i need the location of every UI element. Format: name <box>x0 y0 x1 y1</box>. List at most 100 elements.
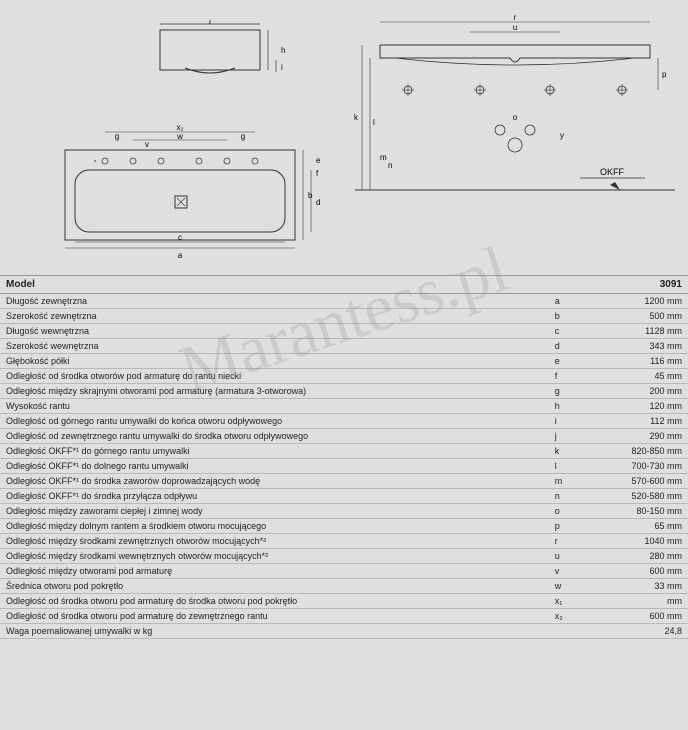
spec-code: n <box>549 489 579 504</box>
svg-text:u: u <box>513 23 517 32</box>
spec-label: Odległość między środkami wewnętrznych o… <box>0 549 549 564</box>
spec-label: Odległość między dolnym rantem a środkie… <box>0 519 549 534</box>
spec-code: i <box>549 414 579 429</box>
spec-code <box>549 624 579 639</box>
svg-text:g: g <box>115 132 119 141</box>
spec-value: 570-600 mm <box>579 474 688 489</box>
spec-code: d <box>549 339 579 354</box>
spec-code: h <box>549 399 579 414</box>
drawing-wall-view: r u o y k l m n p OKFF <box>340 10 680 260</box>
spec-value: 290 mm <box>579 429 688 444</box>
spec-label: Szerokość wewnętrzna <box>0 339 549 354</box>
spec-code: x₁ <box>549 594 579 609</box>
spec-label: Odległość OKFF*¹ do dolnego rantu umywal… <box>0 459 549 474</box>
table-header-code <box>549 276 579 294</box>
spec-code: a <box>549 294 579 309</box>
svg-text:j: j <box>208 20 211 24</box>
spec-value: 112 mm <box>579 414 688 429</box>
spec-code: o <box>549 504 579 519</box>
svg-text:n: n <box>388 161 392 170</box>
table-row: Odległość od środka otworu pod armaturę … <box>0 609 688 624</box>
svg-text:d: d <box>316 198 320 207</box>
spec-code: r <box>549 534 579 549</box>
spec-label: Średnica otworu pod pokrętło <box>0 579 549 594</box>
spec-value: 600 mm <box>579 609 688 624</box>
spec-value: 45 mm <box>579 369 688 384</box>
spec-label: Długość zewnętrzna <box>0 294 549 309</box>
spec-code: c <box>549 324 579 339</box>
svg-text:b: b <box>308 191 313 200</box>
spec-label: Odległość od środka otworu pod armaturę … <box>0 609 549 624</box>
spec-value: 343 mm <box>579 339 688 354</box>
spec-value: 500 mm <box>579 309 688 324</box>
drawing-plan-view: x₂ g w g v b d e f a c <box>55 120 325 260</box>
table-row: Odległość OKFF*¹ do dolnego rantu umywal… <box>0 459 688 474</box>
table-row: Odległość od zewnętrznego rantu umywalki… <box>0 429 688 444</box>
spec-label: Odległość od środka otworów pod armaturę… <box>0 369 549 384</box>
svg-text:k: k <box>354 113 359 122</box>
svg-text:g: g <box>241 132 245 141</box>
spec-table: Model 3091 Długość zewnętrznaa1200 mmSze… <box>0 275 688 639</box>
spec-value: 700-730 mm <box>579 459 688 474</box>
spec-label: Wysokość rantu <box>0 399 549 414</box>
table-header-value: 3091 <box>579 276 688 294</box>
spec-code: e <box>549 354 579 369</box>
table-row: Odległość między środkami wewnętrznych o… <box>0 549 688 564</box>
spec-value: 65 mm <box>579 519 688 534</box>
spec-label: Odległość między zaworami ciepłej i zimn… <box>0 504 549 519</box>
spec-label: Długość wewnętrzna <box>0 324 549 339</box>
table-row: Długość zewnętrznaa1200 mm <box>0 294 688 309</box>
spec-code: w <box>549 579 579 594</box>
spec-label: Odległość od środka otworu pod armaturę … <box>0 594 549 609</box>
svg-text:o: o <box>513 113 518 122</box>
spec-label: Odległość OKFF*¹ do środka zaworów dopro… <box>0 474 549 489</box>
svg-text:a: a <box>178 251 183 260</box>
spec-label: Odległość między środkami zewnętrznych o… <box>0 534 549 549</box>
spec-value: 200 mm <box>579 384 688 399</box>
okff-label: OKFF <box>600 167 625 177</box>
table-row: Waga poemaliowanej umywalki w kg24,8 <box>0 624 688 639</box>
technical-drawings: j h i x₂ g w g v b d e f <box>0 0 688 275</box>
svg-text:p: p <box>662 70 667 79</box>
table-row: Szerokość zewnętrznab500 mm <box>0 309 688 324</box>
spec-code: j <box>549 429 579 444</box>
svg-text:v: v <box>145 140 149 149</box>
table-row: Długość wewnętrznac1128 mm <box>0 324 688 339</box>
spec-label: Odległość między otworami pod armaturę <box>0 564 549 579</box>
table-row: Szerokość wewnętrznad343 mm <box>0 339 688 354</box>
svg-text:e: e <box>316 156 321 165</box>
spec-label: Odległość od górnego rantu umywalki do k… <box>0 414 549 429</box>
spec-code: k <box>549 444 579 459</box>
svg-text:r: r <box>514 13 517 22</box>
spec-code: g <box>549 384 579 399</box>
table-row: Odległość OKFF*¹ do górnego rantu umywal… <box>0 444 688 459</box>
spec-label: Odległość między skrajnymi otworami pod … <box>0 384 549 399</box>
spec-value: 33 mm <box>579 579 688 594</box>
spec-label: Odległość od zewnętrznego rantu umywalki… <box>0 429 549 444</box>
table-row: Głębokość półkie116 mm <box>0 354 688 369</box>
table-row: Wysokość rantuh120 mm <box>0 399 688 414</box>
spec-value: 280 mm <box>579 549 688 564</box>
table-row: Odległość od środka otworów pod armaturę… <box>0 369 688 384</box>
svg-text:i: i <box>281 63 283 72</box>
table-row: Odległość od górnego rantu umywalki do k… <box>0 414 688 429</box>
spec-value: mm <box>579 594 688 609</box>
spec-code: x₂ <box>549 609 579 624</box>
svg-text:m: m <box>380 153 387 162</box>
svg-text:y: y <box>560 131 564 140</box>
table-row: Odległość między dolnym rantem a środkie… <box>0 519 688 534</box>
spec-code: v <box>549 564 579 579</box>
svg-text:x₂: x₂ <box>176 123 183 132</box>
spec-label: Odległość OKFF*¹ do środka przyłącza odp… <box>0 489 549 504</box>
spec-code: l <box>549 459 579 474</box>
table-row: Odległość między otworami pod armaturęv6… <box>0 564 688 579</box>
spec-value: 600 mm <box>579 564 688 579</box>
table-row: Odległość między środkami zewnętrznych o… <box>0 534 688 549</box>
table-row: Odległość od środka otworu pod armaturę … <box>0 594 688 609</box>
table-row: Odległość OKFF*¹ do środka zaworów dopro… <box>0 474 688 489</box>
spec-value: 1200 mm <box>579 294 688 309</box>
table-header-model: Model <box>0 276 549 294</box>
spec-label: Waga poemaliowanej umywalki w kg <box>0 624 549 639</box>
spec-code: b <box>549 309 579 324</box>
svg-text:h: h <box>281 46 285 55</box>
